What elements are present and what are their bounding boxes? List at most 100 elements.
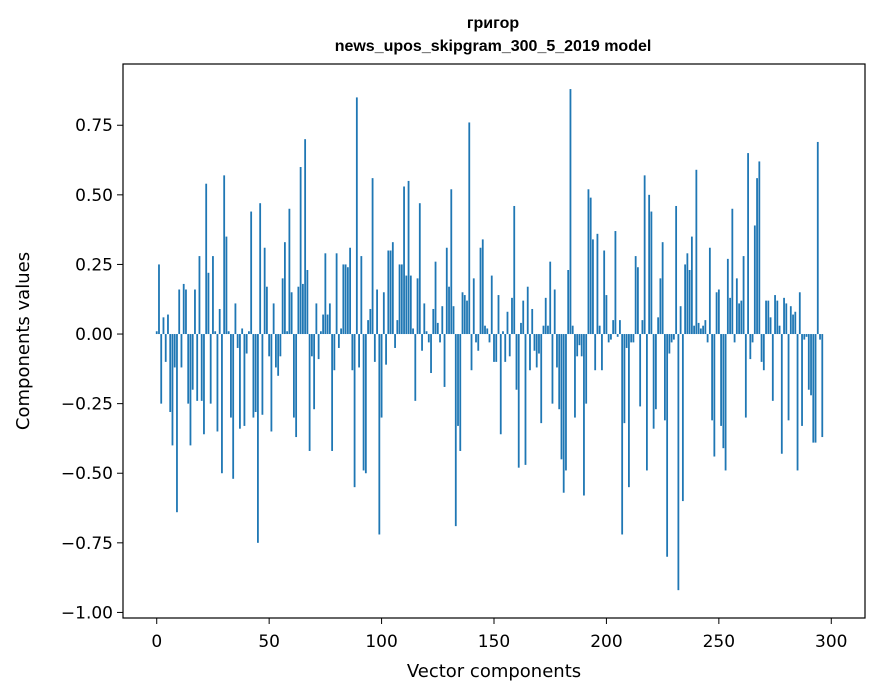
bar-29 <box>221 334 223 474</box>
bar-59 <box>288 208 291 335</box>
bar-206 <box>619 320 621 335</box>
bar-158 <box>511 297 513 335</box>
bar-254 <box>726 258 729 335</box>
y-tick-label: 0.25 <box>75 255 113 275</box>
bar-39 <box>243 334 246 426</box>
bar-25 <box>212 256 214 335</box>
bar-156 <box>506 311 509 335</box>
bar-73 <box>319 331 322 335</box>
bar-284 <box>794 311 797 335</box>
bar-258 <box>735 278 738 335</box>
bar-234 <box>681 334 684 502</box>
y-tick-label: −0.25 <box>61 395 113 415</box>
bar-186 <box>574 334 576 418</box>
bar-111 <box>405 275 408 335</box>
bar-252 <box>722 334 725 449</box>
bar-170 <box>538 334 540 354</box>
bar-136 <box>461 292 464 335</box>
bar-146 <box>484 325 486 335</box>
bar-30 <box>223 175 226 335</box>
bar-126 <box>439 334 441 343</box>
bar-43 <box>252 334 255 418</box>
bar-32 <box>227 331 230 335</box>
bar-130 <box>448 286 450 335</box>
bar-112 <box>407 180 410 335</box>
bar-295 <box>819 334 821 340</box>
bar-102 <box>385 334 387 365</box>
bar-69 <box>310 334 313 357</box>
bar-189 <box>580 334 583 357</box>
bar-27 <box>216 334 219 432</box>
bar-44 <box>254 334 257 412</box>
bar-88 <box>353 334 356 488</box>
bar-180 <box>560 334 563 460</box>
bar-142 <box>475 334 477 343</box>
bar-271 <box>765 300 767 335</box>
bar-272 <box>767 300 770 335</box>
bar-185 <box>571 325 574 335</box>
bar-261 <box>742 256 745 335</box>
bar-21 <box>203 334 205 435</box>
bar-110 <box>403 186 405 335</box>
bar-82 <box>340 328 342 335</box>
bar-89 <box>355 97 358 335</box>
bar-277 <box>778 325 781 335</box>
bar-104 <box>389 250 392 335</box>
bar-199 <box>603 250 606 335</box>
bar-83 <box>342 264 345 335</box>
x-tick-label: 0 <box>151 632 162 652</box>
bar-241 <box>697 322 700 335</box>
x-tick-label: 250 <box>703 632 735 652</box>
bar-163 <box>522 300 525 335</box>
bar-24 <box>209 334 212 404</box>
bar-279 <box>783 297 785 335</box>
bar-90 <box>358 334 360 368</box>
bar-259 <box>738 303 740 335</box>
bar-114 <box>412 328 414 335</box>
bar-270 <box>762 334 765 371</box>
bar-192 <box>587 189 590 335</box>
bar-46 <box>259 203 262 335</box>
bar-202 <box>610 334 612 340</box>
bar-155 <box>504 334 507 362</box>
bar-97 <box>373 334 376 362</box>
bar-54 <box>277 334 280 376</box>
bar-183 <box>567 270 570 335</box>
bar-217 <box>643 175 646 335</box>
bar-3 <box>162 317 165 335</box>
x-tick-label: 100 <box>365 632 397 652</box>
bar-96 <box>371 178 374 335</box>
chart-subtitle: news_upos_skipgram_300_5_2019 model <box>335 38 652 55</box>
bar-23 <box>207 272 210 335</box>
bar-57 <box>283 242 286 335</box>
bar-176 <box>551 334 554 404</box>
bar-12 <box>182 283 185 335</box>
bar-153 <box>499 334 502 435</box>
bar-106 <box>394 334 396 348</box>
bar-250 <box>717 289 720 335</box>
bar-74 <box>322 314 325 335</box>
bar-68 <box>308 334 311 451</box>
bar-140 <box>470 334 473 371</box>
bar-99 <box>378 334 381 535</box>
bar-63 <box>297 286 300 335</box>
bar-194 <box>592 239 594 335</box>
bar-58 <box>286 331 289 335</box>
bar-17 <box>194 289 196 335</box>
bar-26 <box>214 331 217 335</box>
bar-11 <box>180 334 183 368</box>
bar-141 <box>472 278 475 335</box>
bar-173 <box>544 297 547 335</box>
bar-109 <box>400 264 403 335</box>
bar-247 <box>711 334 713 421</box>
bar-93 <box>364 334 367 474</box>
bar-0 <box>155 331 158 335</box>
bar-86 <box>349 247 351 335</box>
bar-147 <box>486 328 489 335</box>
bar-120 <box>425 331 428 335</box>
bar-228 <box>668 334 671 354</box>
bar-177 <box>553 289 556 335</box>
y-tick-label: −1.00 <box>61 603 113 623</box>
bar-226 <box>663 334 666 421</box>
